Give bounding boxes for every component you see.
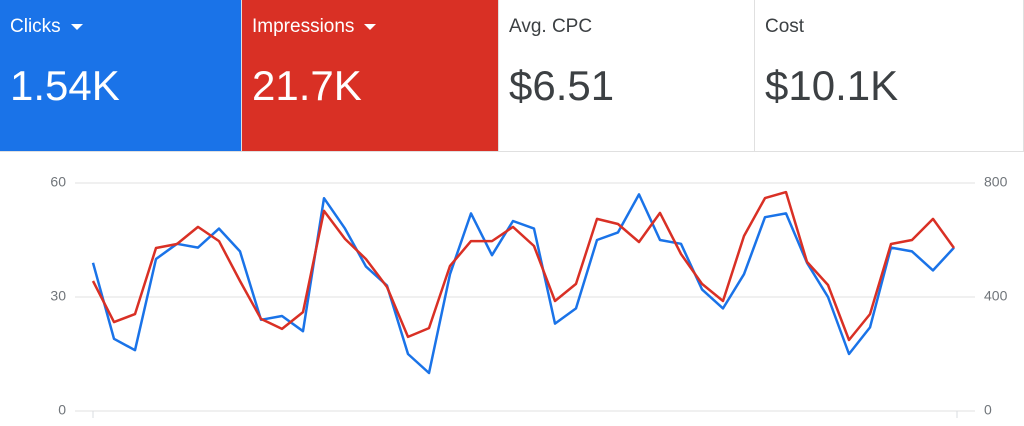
y2-tick-label: 400 bbox=[984, 288, 1008, 304]
series-line bbox=[91, 190, 956, 342]
y-tick-label: 60 bbox=[50, 174, 66, 190]
metric-cards: Clicks 1.54K Impressions 21.7K Avg. CPC $6.51… bbox=[0, 0, 1024, 152]
metric-label-text: Impressions bbox=[252, 16, 355, 37]
y2-tick-label: 0 bbox=[984, 402, 992, 418]
metric-value: 21.7K bbox=[252, 62, 362, 109]
metric-label: Impressions bbox=[252, 16, 488, 38]
metric-card[interactable]: Clicks 1.54K bbox=[0, 0, 242, 151]
metric-label: Clicks bbox=[10, 16, 231, 38]
chart: 0 30 60 0 400 800 bbox=[50, 174, 1008, 418]
y-tick-label: 0 bbox=[58, 402, 66, 418]
metric-card[interactable]: Impressions 21.7K bbox=[242, 0, 499, 151]
metric-label: Avg. CPC bbox=[509, 16, 744, 38]
metric-card[interactable]: Avg. CPC $6.51 bbox=[499, 0, 755, 151]
dropdown-arrow[interactable] bbox=[364, 24, 377, 30]
y-tick-label: 30 bbox=[50, 288, 66, 304]
metric-value: 1.54K bbox=[10, 62, 120, 109]
metric-card[interactable]: Cost $10.1K bbox=[755, 0, 1024, 151]
y2-tick-label: 800 bbox=[984, 174, 1008, 190]
metric-label: Cost bbox=[765, 16, 1013, 38]
metric-label-text: Cost bbox=[765, 16, 805, 37]
metric-label-text: Avg. CPC bbox=[509, 16, 593, 37]
series-line bbox=[91, 193, 955, 375]
metric-value: $10.1K bbox=[765, 62, 899, 109]
dropdown-arrow[interactable] bbox=[70, 24, 83, 30]
metric-label-text: Clicks bbox=[10, 16, 61, 37]
metric-value: $6.51 bbox=[509, 62, 615, 109]
